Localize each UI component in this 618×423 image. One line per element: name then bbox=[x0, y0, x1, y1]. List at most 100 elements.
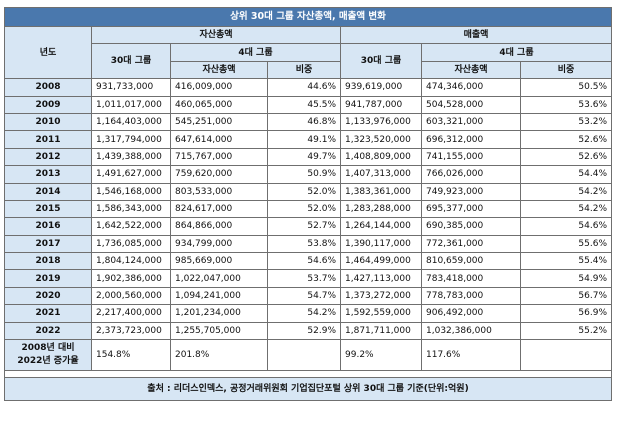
cell-s30: 1,133,976,000 bbox=[340, 112, 422, 132]
cell-ashare: 49.1% bbox=[267, 130, 341, 149]
cell-a30: 1,317,794,000 bbox=[91, 130, 171, 149]
growth-assets-top4: 201.8% bbox=[170, 339, 268, 372]
table-row: 2015 1,586,343,000 824,617,000 52.0% 1,283,2… bbox=[4, 199, 613, 219]
cell-a4: 416,009,000 bbox=[170, 78, 268, 97]
cell-s4: 778,783,000 bbox=[421, 286, 521, 306]
source-note: 출처 : 리더스인덱스, 공정거래위원회 기업집단포털 상위 30대 그룹 기준… bbox=[3, 377, 613, 402]
cell-sshare: 56.9% bbox=[519, 304, 613, 323]
cell-s4: 749,923,000 bbox=[421, 182, 521, 201]
cell-a4: 864,866,000 bbox=[170, 217, 268, 236]
header-assets-top30: 30대 그룹 bbox=[91, 43, 171, 80]
cell-year: 2013 bbox=[4, 165, 92, 184]
growth-sales-top30: 99.2% bbox=[340, 339, 422, 372]
cell-s30: 1,373,272,000 bbox=[340, 286, 422, 306]
table-row: 2017 1,736,085,000 934,799,000 53.8% 1,390,1… bbox=[4, 234, 613, 254]
cell-a30: 931,733,000 bbox=[91, 78, 171, 97]
cell-s4: 766,026,000 bbox=[421, 165, 521, 184]
cell-sshare: 55.4% bbox=[519, 252, 613, 271]
growth-assets-share bbox=[267, 339, 341, 372]
cell-sshare: 53.6% bbox=[519, 95, 613, 114]
cell-a4: 1,022,047,000 bbox=[170, 269, 268, 288]
cell-s30: 1,383,361,000 bbox=[340, 182, 422, 201]
table-row: 2014 1,546,168,000 803,533,000 52.0% 1,383,3… bbox=[4, 182, 613, 201]
cell-a4: 715,767,000 bbox=[170, 147, 268, 167]
cell-a4: 803,533,000 bbox=[170, 182, 268, 201]
cell-sshare: 55.2% bbox=[519, 321, 613, 341]
cell-a4: 1,094,241,000 bbox=[170, 286, 268, 306]
cell-s4: 474,346,000 bbox=[421, 78, 521, 97]
header-year: 년도 bbox=[4, 25, 92, 80]
cell-sshare: 52.6% bbox=[519, 130, 613, 149]
cell-s4: 1,032,386,000 bbox=[421, 321, 521, 341]
cell-s30: 1,283,288,000 bbox=[340, 199, 422, 219]
cell-sshare: 54.6% bbox=[519, 217, 613, 236]
cell-a30: 1,902,386,000 bbox=[91, 269, 171, 288]
cell-a30: 1,011,017,000 bbox=[91, 95, 171, 114]
cell-ashare: 44.6% bbox=[267, 78, 341, 97]
cell-s30: 1,407,313,000 bbox=[340, 165, 422, 184]
cell-s30: 1,427,113,000 bbox=[340, 269, 422, 288]
cell-ashare: 46.8% bbox=[267, 112, 341, 132]
cell-s4: 603,321,000 bbox=[421, 112, 521, 132]
cell-sshare: 56.7% bbox=[519, 286, 613, 306]
cell-year: 2008 bbox=[4, 78, 92, 97]
cell-ashare: 52.9% bbox=[267, 321, 341, 341]
header-assets-total: 자산총액 bbox=[170, 60, 268, 80]
cell-s4: 783,418,000 bbox=[421, 269, 521, 288]
cell-year: 2016 bbox=[4, 217, 92, 236]
cell-a30: 2,373,723,000 bbox=[91, 321, 171, 341]
cell-ashare: 54.7% bbox=[267, 286, 341, 306]
cell-sshare: 50.5% bbox=[519, 78, 613, 97]
cell-year: 2010 bbox=[4, 112, 92, 132]
cell-a30: 1,736,085,000 bbox=[91, 234, 171, 254]
cell-ashare: 52.0% bbox=[267, 182, 341, 201]
cell-a4: 1,255,705,000 bbox=[170, 321, 268, 341]
cell-s4: 690,385,000 bbox=[421, 217, 521, 236]
cell-a30: 2,000,560,000 bbox=[91, 286, 171, 306]
cell-s30: 1,871,711,000 bbox=[340, 321, 422, 341]
cell-s4: 696,312,000 bbox=[421, 130, 521, 149]
cell-a30: 1,164,403,000 bbox=[91, 112, 171, 132]
growth-label-line1: 2008년 대비 bbox=[21, 343, 75, 354]
cell-sshare: 54.2% bbox=[519, 182, 613, 201]
cell-a4: 985,669,000 bbox=[170, 252, 268, 271]
cell-year: 2019 bbox=[4, 269, 92, 288]
cell-ashare: 45.5% bbox=[267, 95, 341, 114]
growth-sales-share bbox=[519, 339, 613, 372]
cell-s30: 1,408,809,000 bbox=[340, 147, 422, 167]
cell-ashare: 52.7% bbox=[267, 217, 341, 236]
cell-a4: 460,065,000 bbox=[170, 95, 268, 114]
table-body: 2008 931,733,000 416,009,000 44.6% 939,619,0… bbox=[4, 78, 613, 341]
header-assets-share: 비중 bbox=[267, 60, 341, 80]
cell-s4: 504,528,000 bbox=[421, 95, 521, 114]
cell-s4: 810,659,000 bbox=[421, 252, 521, 271]
table-row: 2013 1,491,627,000 759,620,000 50.9% 1,407,3… bbox=[4, 165, 613, 184]
cell-sshare: 52.6% bbox=[519, 147, 613, 167]
cell-year: 2014 bbox=[4, 182, 92, 201]
cell-s4: 695,377,000 bbox=[421, 199, 521, 219]
cell-sshare: 54.9% bbox=[519, 269, 613, 288]
cell-year: 2018 bbox=[4, 252, 92, 271]
cell-sshare: 53.2% bbox=[519, 112, 613, 132]
cell-a4: 1,201,234,000 bbox=[170, 304, 268, 323]
cell-a30: 1,642,522,000 bbox=[91, 217, 171, 236]
growth-assets-top30: 154.8% bbox=[91, 339, 171, 372]
header-sales-share: 비중 bbox=[519, 60, 613, 80]
cell-s4: 741,155,000 bbox=[421, 147, 521, 167]
table-row: 2019 1,902,386,000 1,022,047,000 53.7% 1,427… bbox=[4, 269, 613, 288]
spacer-row bbox=[3, 370, 613, 379]
cell-ashare: 52.0% bbox=[267, 199, 341, 219]
cell-year: 2011 bbox=[4, 130, 92, 149]
cell-ashare: 54.2% bbox=[267, 304, 341, 323]
cell-a4: 934,799,000 bbox=[170, 234, 268, 254]
table-title: 상위 30대 그룹 자산총액, 매출액 변화 bbox=[3, 7, 613, 27]
cell-a4: 545,251,000 bbox=[170, 112, 268, 132]
table-row: 2016 1,642,522,000 864,866,000 52.7% 1,264,1… bbox=[4, 217, 613, 236]
cell-sshare: 54.2% bbox=[519, 199, 613, 219]
table-row: 2022 2,373,723,000 1,255,705,000 52.9% 1,871… bbox=[4, 321, 613, 341]
cell-ashare: 53.7% bbox=[267, 269, 341, 288]
cell-s30: 941,787,000 bbox=[340, 95, 422, 114]
table-row: 2021 2,217,400,000 1,201,234,000 54.2% 1,592… bbox=[4, 304, 613, 323]
table-row: 2012 1,439,388,000 715,767,000 49.7% 1,408,8… bbox=[4, 147, 613, 167]
cell-ashare: 53.8% bbox=[267, 234, 341, 254]
